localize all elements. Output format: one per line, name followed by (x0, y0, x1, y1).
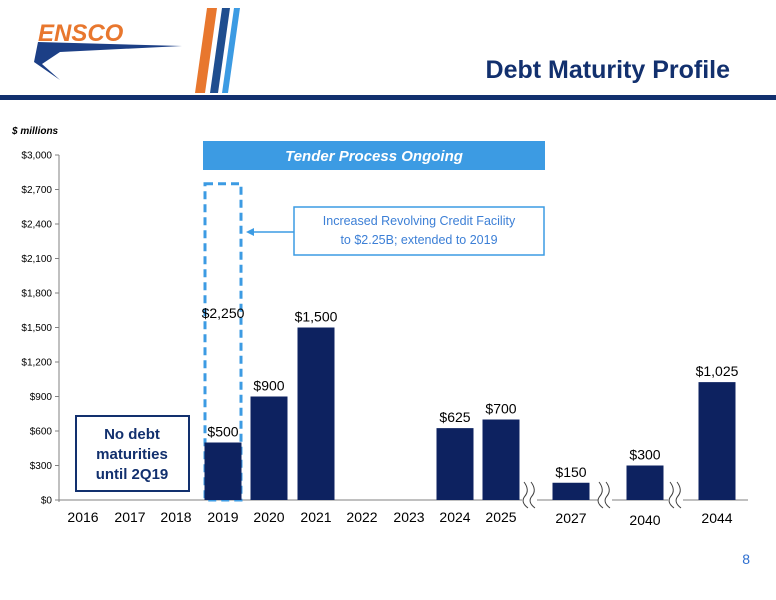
y-tick-label: $2,100 (21, 254, 52, 265)
axis-break-mark (675, 481, 682, 509)
bar-2021 (297, 327, 335, 500)
bars: $500 $900 $1,500 $625 $700 $150 $300 $1,025 (204, 309, 739, 500)
facility-callout: Increased Revolving Credit Facility to $… (246, 206, 545, 256)
page-title: Debt Maturity Profile (485, 56, 730, 84)
x-tick-label: 2021 (300, 509, 331, 525)
bar-value-label: $625 (439, 409, 470, 425)
axis-break-mark (529, 481, 536, 509)
no-debt-callout: No debt maturities until 2Q19 (75, 415, 190, 492)
logo-stripe-blue (222, 8, 240, 93)
x-tick-label: 2025 (485, 509, 516, 525)
y-tick-label: $900 (30, 392, 53, 403)
x-tick-label: 2019 (207, 509, 238, 525)
header-rule (0, 95, 776, 100)
x-tick-labels: 2016 2017 2018 2019 2020 2021 2022 2023 2024 2025… (67, 509, 732, 528)
x-tick-label: 2027 (555, 510, 586, 526)
facility-callout-line2: to $2.25B; extended to 2019 (340, 233, 497, 247)
tender-banner-box (203, 141, 545, 170)
bar-2040 (626, 465, 664, 500)
y-tick-label: $300 (30, 461, 53, 472)
bar-value-label: $700 (485, 401, 516, 417)
bar-value-label: $1,500 (295, 309, 338, 325)
no-debt-line3: until 2Q19 (96, 466, 169, 483)
axis-break-mark (597, 481, 604, 509)
x-tick-label: 2016 (67, 509, 98, 525)
tender-banner-text: Tender Process Ongoing (285, 148, 463, 165)
bar-2025 (482, 419, 520, 500)
logo-swoosh (34, 42, 182, 80)
bar-2027 (552, 482, 590, 500)
facility-arrow-head (246, 228, 254, 236)
bar-value-label: $900 (253, 378, 284, 394)
x-tick-label: 2018 (160, 509, 191, 525)
credit-facility-value-label: $2,250 (202, 305, 245, 321)
y-tick-label: $2,400 (21, 220, 52, 231)
logo-stripe-navy (210, 8, 230, 93)
page-number: 8 (742, 551, 750, 567)
y-tick-label: $1,500 (21, 323, 52, 334)
logo-wordmark: ENSCO (38, 20, 124, 47)
bar-2020 (250, 396, 288, 500)
y-tick-label: $1,800 (21, 289, 52, 300)
bar-2024 (436, 428, 474, 500)
facility-callout-line1: Increased Revolving Credit Facility (323, 214, 516, 228)
bar-value-label: $1,025 (696, 363, 739, 379)
x-tick-label: 2022 (346, 509, 377, 525)
x-tick-label: 2024 (439, 509, 470, 525)
y-tick-label: $1,200 (21, 358, 52, 369)
axis-break-mark (604, 481, 611, 509)
bar-value-label: $500 (207, 424, 238, 440)
no-debt-box (75, 415, 190, 492)
x-tick-label: 2020 (253, 509, 284, 525)
facility-callout-box (293, 206, 545, 256)
bar-2019 (204, 442, 242, 500)
axis-break-mark (668, 481, 675, 509)
x-tick-label: 2023 (393, 509, 424, 525)
axis-break-mark (522, 481, 529, 509)
x-tick-label: 2044 (701, 510, 732, 526)
y-tick-label: $0 (41, 496, 53, 507)
logo-stripe-orange (195, 8, 217, 93)
x-tick-label: 2040 (629, 512, 660, 528)
axis-breaks (522, 481, 682, 509)
y-tick-label: $600 (30, 427, 53, 438)
ensco-logo: ENSCO (34, 8, 240, 93)
x-tick-label: 2017 (114, 509, 145, 525)
no-debt-line2: maturities (96, 446, 168, 463)
bar-value-label: $150 (555, 464, 586, 480)
y-tick-label: $3,000 (21, 151, 52, 162)
bar-2044 (698, 382, 736, 500)
y-axis-ticks: $0 $300 $600 $900 $1,200 $1,500 $1,800 $2,100 $2… (21, 151, 59, 507)
no-debt-line1: No debt (104, 426, 160, 443)
bar-value-label: $300 (629, 447, 660, 463)
tender-banner: Tender Process Ongoing (203, 141, 545, 170)
y-tick-label: $2,700 (21, 185, 52, 196)
y-axis-label: $ millions (11, 126, 59, 137)
